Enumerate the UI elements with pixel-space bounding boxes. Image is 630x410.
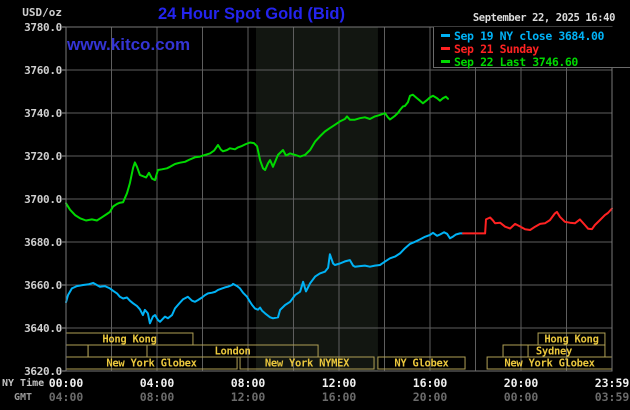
plot-frame [65, 26, 613, 372]
session-label: Sydney [536, 346, 573, 358]
ny-tick-label: 23:59 [594, 376, 630, 390]
legend: Sep 19 NY close 3684.00 Sep 21 Sunday Se… [433, 27, 630, 69]
session-box [87, 344, 148, 358]
legend-label: Sep 19 NY close 3684.00 [454, 28, 605, 43]
session-label: Hong Kong [544, 334, 598, 346]
ny-tick-label: 20:00 [503, 376, 539, 390]
ny-tick-label: 00:00 [48, 376, 84, 390]
y-tick-label: 3720.0 [24, 150, 62, 163]
gmt-tick-label: 12:00 [230, 390, 266, 404]
session-label: New York Globex [504, 358, 595, 370]
ny-time-axis-label: NY Time [2, 378, 45, 389]
session-label: Hong Kong [102, 334, 156, 346]
session-box [377, 356, 466, 370]
price-line-sep19-ny-close [65, 231, 464, 325]
price-line-sep22-last [65, 93, 449, 222]
y-tick-label: 3680.0 [24, 236, 62, 249]
ny-tick-label: 04:00 [139, 376, 175, 390]
price-line-sep21-sunday [462, 207, 613, 235]
page-title: 24 Hour Spot Gold (Bid) [158, 5, 345, 23]
legend-dash-icon [441, 60, 450, 63]
gmt-tick-label: 20:00 [412, 390, 448, 404]
y-tick-label: 3640.0 [24, 322, 62, 335]
ny-tick-label: 16:00 [412, 376, 448, 390]
legend-label: Sep 21 Sunday [454, 41, 539, 56]
legend-dash-icon [441, 34, 450, 37]
y-tick-label: 3620.0 [24, 365, 62, 378]
gmt-tick-label: 04:00 [48, 390, 84, 404]
gmt-axis-label: GMT [14, 392, 33, 403]
session-label: New York Globex [106, 358, 197, 370]
session-box [239, 356, 375, 370]
y-tick-label: 3740.0 [24, 107, 62, 120]
session-label: New York NYMEX [265, 358, 350, 370]
gmt-tick-label: 00:00 [503, 390, 539, 404]
legend-item-sep19: Sep 19 NY close 3684.00 [441, 28, 630, 43]
legend-item-sep22: Sep 22 Last 3746.60 [441, 54, 630, 69]
legend-dash-icon [441, 47, 450, 50]
legend-item-sep21: Sep 21 Sunday [441, 41, 630, 56]
chart-timestamp: September 22, 2025 16:40 [472, 12, 616, 24]
y-tick-label: 3780.0 [24, 21, 62, 34]
y-axis-unit-label: USD/oz [22, 6, 62, 19]
session-label: London [214, 346, 250, 358]
y-tick-label: 3700.0 [24, 193, 62, 206]
ny-tick-label: 08:00 [230, 376, 266, 390]
kitco-watermark-link[interactable]: www.kitco.com [67, 35, 191, 54]
session-label: NY Globex [394, 358, 449, 370]
gmt-tick-label: 16:00 [321, 390, 357, 404]
legend-label: Sep 22 Last 3746.60 [454, 54, 578, 69]
session-box [65, 344, 89, 358]
ny-tick-label: 12:00 [321, 376, 357, 390]
gmt-tick-label: 03:59 [594, 390, 630, 404]
y-tick-label: 3660.0 [24, 279, 62, 292]
gmt-tick-label: 08:00 [139, 390, 175, 404]
y-tick-label: 3760.0 [24, 64, 62, 77]
